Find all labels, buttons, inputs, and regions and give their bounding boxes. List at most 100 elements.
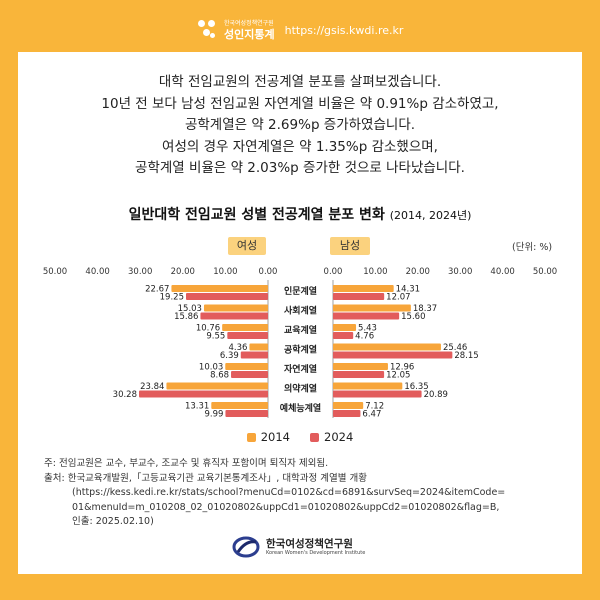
male-x-tick: 30.00 bbox=[448, 267, 472, 277]
female-bar bbox=[200, 312, 268, 320]
male-bar bbox=[333, 324, 357, 331]
male-value-label: 25.46 bbox=[443, 343, 467, 353]
male-value-label: 7.12 bbox=[365, 402, 384, 412]
category-label: 사회계열 bbox=[284, 305, 317, 317]
org-name-en: Korean Women's Development Institute bbox=[266, 549, 366, 556]
female-bar bbox=[225, 410, 268, 417]
chart-title-years: (2014, 2024년) bbox=[389, 209, 472, 222]
female-bar bbox=[225, 363, 268, 370]
female-bar bbox=[240, 351, 268, 359]
male-value-label: 5.43 bbox=[358, 324, 377, 334]
org-logo: 한국여성정책연구원 Korean Women's Development Ins… bbox=[232, 536, 365, 558]
female-x-tick: 10.00 bbox=[213, 267, 237, 277]
female-x-tick: 20.00 bbox=[171, 267, 195, 277]
female-bar bbox=[231, 371, 268, 378]
note-line: 01&menuId=m_010208_02_01020802&uppCd1=01… bbox=[72, 501, 500, 513]
female-value-label: 10.03 bbox=[199, 363, 223, 373]
male-value-label: 4.76 bbox=[355, 332, 374, 342]
male-bar bbox=[333, 351, 453, 359]
male-value-label: 16.35 bbox=[404, 382, 428, 392]
female-value-label: 15.03 bbox=[178, 304, 202, 314]
chart-legend: 2014 2024 bbox=[0, 430, 600, 444]
note-line: (https://kess.kedi.re.kr/stats/school?me… bbox=[72, 487, 506, 498]
male-bar bbox=[333, 371, 385, 378]
male-x-tick: 50.00 bbox=[533, 267, 557, 277]
female-bar bbox=[211, 402, 268, 409]
male-panel-label: 남성 bbox=[330, 237, 370, 255]
category-label: 교육계열 bbox=[284, 324, 317, 336]
male-value-label: 20.89 bbox=[424, 390, 448, 400]
female-value-label: 10.76 bbox=[196, 324, 220, 334]
female-bar bbox=[139, 390, 268, 398]
female-value-label: 13.31 bbox=[185, 402, 209, 412]
female-value-label: 22.67 bbox=[145, 285, 169, 295]
site-url[interactable]: https://gsis.kwdi.re.kr bbox=[284, 23, 404, 37]
intro-line: 공학계열 비율은 약 2.03%p 증가한 것으로 나타났습니다. bbox=[135, 160, 465, 176]
female-value-label: 23.84 bbox=[140, 382, 164, 392]
note-line: 인출: 2025.02.10) bbox=[72, 516, 154, 527]
male-bar bbox=[333, 332, 354, 339]
male-x-tick: 10.00 bbox=[363, 267, 387, 277]
male-value-label: 12.07 bbox=[386, 293, 410, 303]
note-line: 출처: 한국교육개발원,「고등교육기관 교육기본통계조사」, 대학과정 계열별 … bbox=[44, 472, 368, 484]
female-bar bbox=[203, 304, 268, 312]
male-bar bbox=[333, 410, 361, 417]
female-value-label: 4.36 bbox=[228, 343, 247, 353]
category-label: 예체능계열 bbox=[280, 402, 321, 414]
female-value-label: 19.25 bbox=[160, 293, 184, 303]
female-value-label: 8.68 bbox=[210, 371, 229, 381]
male-bar bbox=[333, 293, 385, 300]
org-text: 한국여성정책연구원 Korean Women's Development Ins… bbox=[266, 538, 365, 557]
org-name-ko: 한국여성정책연구원 bbox=[266, 537, 353, 550]
female-panel-label: 여성 bbox=[228, 237, 266, 255]
male-value-label: 18.37 bbox=[413, 304, 437, 314]
legend-swatch bbox=[246, 432, 256, 442]
female-x-tick: 30.00 bbox=[128, 267, 152, 277]
male-bar bbox=[333, 402, 364, 409]
dots-logo-icon bbox=[198, 20, 218, 40]
male-bar bbox=[333, 285, 394, 292]
brand-name: 성인지통계 bbox=[224, 27, 275, 41]
kwdi-swirl-icon bbox=[232, 536, 260, 558]
intro-line: 대학 전임교원의 전공계열 분포를 살펴보겠습니다. bbox=[158, 74, 442, 90]
legend-label: 2014 bbox=[260, 430, 290, 444]
male-bar bbox=[333, 363, 388, 370]
male-value-label: 12.05 bbox=[386, 371, 410, 381]
brand-header: 한국여성정책연구원 성인지통계 https://gsis.kwdi.re.kr bbox=[198, 16, 403, 44]
category-label: 인문계열 bbox=[284, 285, 317, 297]
intro-line: 여성의 경우 자연계열은 약 1.35%p 감소했으며, bbox=[162, 138, 438, 155]
male-x-tick: 0.00 bbox=[324, 267, 343, 277]
female-value-label: 15.86 bbox=[174, 312, 198, 322]
male-bar bbox=[333, 304, 411, 312]
legend-swatch bbox=[310, 432, 319, 442]
legend-item: 2014 bbox=[246, 430, 290, 444]
brand-org: 한국여성정책연구원 bbox=[224, 19, 274, 27]
female-x-tick: 50.00 bbox=[43, 267, 67, 277]
male-bar bbox=[333, 382, 403, 390]
male-value-label: 28.15 bbox=[454, 351, 478, 361]
brand-text: 한국여성정책연구원 성인지통계 bbox=[224, 20, 275, 41]
intro-line: 10년 전 보다 남성 전임교원 자연계열 비율은 약 0.91%p 감소하였고… bbox=[101, 95, 499, 112]
unit-label: (단위: %) bbox=[512, 242, 553, 253]
note-line: 주: 전임교원은 교수, 부교수, 조교수 및 휴직자 포함이며 퇴직자 제외됨… bbox=[44, 458, 329, 469]
female-bar bbox=[166, 382, 268, 390]
content-card bbox=[18, 52, 582, 574]
category-label: 의약계열 bbox=[284, 383, 317, 395]
female-bar bbox=[222, 324, 268, 331]
legend-item: 2024 bbox=[310, 430, 353, 444]
chart-title-text: 일반대학 전임교원 성별 전공계열 분포 변화 bbox=[128, 207, 385, 223]
male-bar bbox=[333, 390, 422, 398]
category-label: 공학계열 bbox=[284, 344, 317, 356]
male-value-label: 15.60 bbox=[401, 312, 425, 322]
female-value-label: 9.55 bbox=[206, 332, 225, 342]
male-value-label: 12.96 bbox=[390, 363, 414, 373]
female-x-tick: 0.00 bbox=[259, 267, 278, 277]
female-value-label: 30.28 bbox=[113, 390, 137, 400]
intro-line: 공학계열은 약 2.69%p 증가하였습니다. bbox=[184, 117, 416, 133]
notes: 주: 전임교원은 교수, 부교수, 조교수 및 휴직자 포함이며 퇴직자 제외됨… bbox=[44, 457, 505, 530]
intro-text: 대학 전임교원의 전공계열 분포를 살펴보겠습니다. 10년 전 보다 남성 전… bbox=[0, 72, 600, 180]
male-bar bbox=[333, 343, 441, 351]
category-label: 자연계열 bbox=[284, 363, 317, 375]
male-bar bbox=[333, 312, 400, 320]
